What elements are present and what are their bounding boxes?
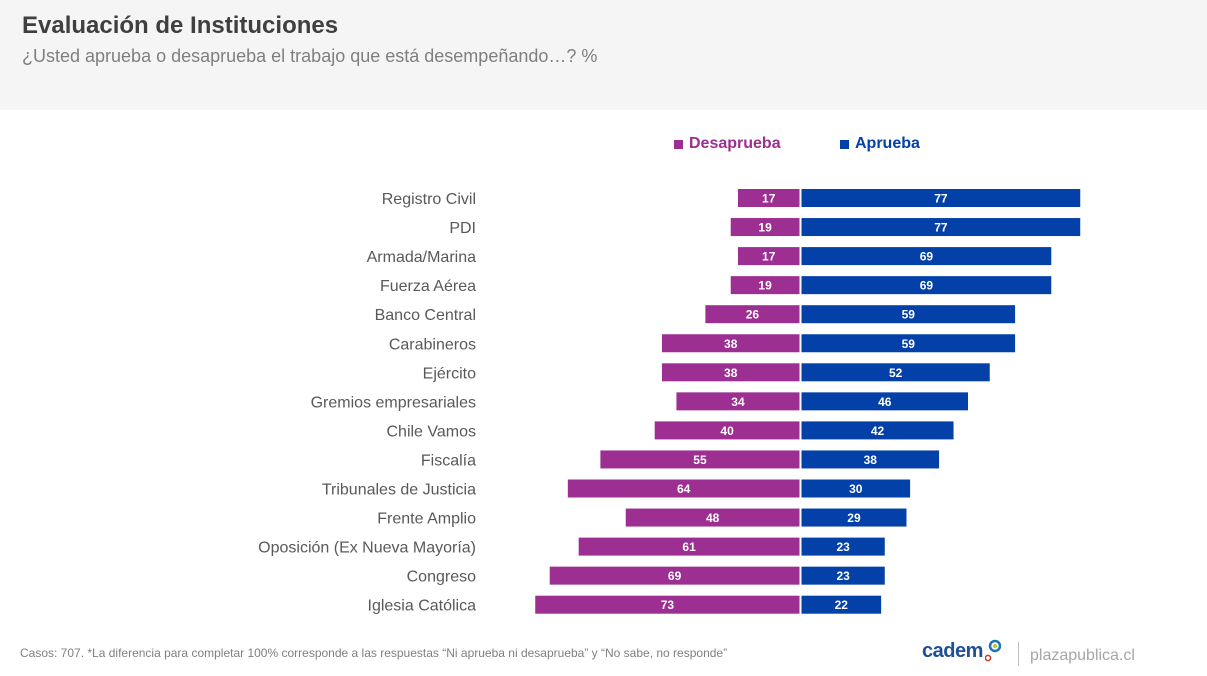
legend-item-approve: Aprueba: [840, 135, 920, 153]
category-label: Gremios empresariales: [311, 394, 476, 411]
data-label-disapprove: 19: [758, 279, 772, 293]
data-label-approve: 69: [920, 279, 934, 293]
legend-item-disapprove: Desaprueba: [674, 135, 781, 153]
bar-disapprove: [625, 508, 800, 527]
category-label: Congreso: [407, 569, 476, 586]
data-label-approve: 59: [902, 308, 916, 322]
legend-label-approve: Aprueba: [855, 135, 920, 152]
category-label: Iglesia Católica: [368, 598, 477, 615]
data-label-disapprove: 55: [693, 453, 707, 467]
category-label: Fiscalía: [421, 452, 476, 469]
bar-approve: [801, 479, 911, 498]
bar-approve: [801, 421, 954, 440]
data-label-approve: 23: [836, 540, 850, 554]
data-label-disapprove: 17: [762, 192, 776, 206]
data-label-disapprove: 61: [682, 540, 696, 554]
bar-approve: [801, 363, 990, 382]
bar-approve: [801, 392, 969, 411]
bar-approve: [801, 334, 1016, 353]
bar-approve: [801, 537, 885, 556]
bar-disapprove: [654, 421, 800, 440]
category-label: Carabineros: [389, 336, 476, 353]
footer-note: Casos: 707. *La diferencia para completa…: [20, 646, 728, 660]
bar-disapprove: [567, 479, 800, 498]
data-label-approve: 38: [864, 453, 878, 467]
bar-disapprove: [661, 334, 800, 353]
bar-approve: [801, 189, 1081, 207]
bar-disapprove: [737, 247, 800, 266]
data-label-approve: 77: [934, 192, 948, 206]
footer-divider: [1018, 642, 1019, 666]
page-subtitle: ¿Usted aprueba o desaprueba el trabajo q…: [22, 46, 598, 66]
data-label-disapprove: 34: [731, 395, 745, 409]
bar-disapprove: [737, 189, 800, 207]
header-band: Evaluación de Instituciones ¿Usted aprue…: [0, 0, 1207, 110]
category-label: PDI: [449, 220, 476, 237]
category-label: Fuerza Aérea: [380, 278, 476, 295]
data-label-disapprove: 40: [720, 424, 734, 438]
bar-approve: [801, 566, 885, 585]
bar-disapprove: [705, 305, 800, 324]
category-label: Armada/Marina: [367, 249, 476, 266]
category-label: Registro Civil: [382, 191, 476, 208]
data-label-disapprove: 69: [668, 569, 682, 583]
bar-disapprove: [676, 392, 800, 411]
data-label-disapprove: 38: [724, 337, 738, 351]
data-label-approve: 77: [934, 221, 948, 235]
bar-approve: [801, 247, 1052, 266]
data-label-approve: 52: [889, 366, 903, 380]
data-label-approve: 30: [849, 482, 863, 496]
data-label-disapprove: 48: [706, 511, 720, 525]
data-label-approve: 23: [836, 569, 850, 583]
data-label-approve: 22: [835, 598, 849, 612]
category-label: Oposición (Ex Nueva Mayoría): [258, 540, 476, 557]
data-label-disapprove: 73: [661, 598, 675, 612]
legend-label-disapprove: Desaprueba: [689, 135, 781, 152]
cadem-logo: cadem: [922, 640, 983, 662]
bar-disapprove: [661, 363, 800, 382]
data-label-disapprove: 38: [724, 366, 738, 380]
bar-disapprove: [549, 566, 800, 585]
category-label: Chile Vamos: [386, 423, 476, 440]
bar-disapprove: [730, 276, 800, 295]
legend-swatch-disapprove: [674, 139, 683, 149]
data-label-disapprove: 17: [762, 250, 776, 264]
bar-disapprove: [730, 218, 800, 237]
site-link[interactable]: plazapublica.cl: [1030, 647, 1135, 664]
bar-disapprove: [600, 450, 800, 469]
data-label-disapprove: 19: [758, 221, 772, 235]
bar-approve: [801, 595, 882, 614]
category-label: Banco Central: [375, 307, 476, 324]
category-label: Ejército: [423, 365, 476, 382]
category-label: Frente Amplio: [377, 511, 476, 528]
page-title: Evaluación de Instituciones: [22, 12, 339, 39]
data-label-disapprove: 26: [746, 308, 760, 322]
data-label-approve: 59: [902, 337, 916, 351]
bar-disapprove: [578, 537, 800, 556]
bar-approve: [801, 218, 1081, 237]
bar-approve: [801, 276, 1052, 295]
data-label-approve: 29: [847, 511, 861, 525]
bar-disapprove: [535, 595, 800, 614]
data-label-approve: 42: [871, 424, 885, 438]
data-label-approve: 69: [920, 250, 934, 264]
legend-swatch-approve: [840, 139, 849, 149]
category-label: Tribunales de Justicia: [322, 482, 476, 499]
bar-approve: [801, 305, 1016, 324]
data-label-disapprove: 64: [677, 482, 691, 496]
bar-approve: [801, 450, 940, 469]
data-label-approve: 46: [878, 395, 892, 409]
cadem-logo-dots-icon: [985, 639, 1001, 662]
bar-approve: [801, 508, 907, 527]
